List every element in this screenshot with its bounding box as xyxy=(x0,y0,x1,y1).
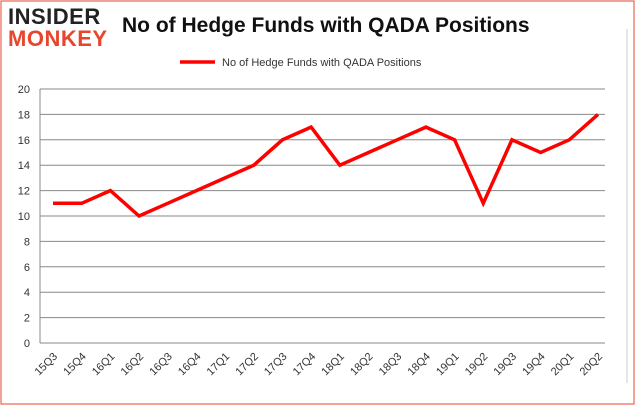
logo-line2: MONKEY xyxy=(8,26,108,51)
x-tick-label: 18Q1 xyxy=(319,351,347,379)
x-tick-label: 18Q3 xyxy=(377,351,405,379)
y-tick-label: 16 xyxy=(18,135,30,147)
x-tick-label: 16Q1 xyxy=(90,351,118,379)
x-tick-label: 16Q3 xyxy=(147,351,175,379)
x-tick-label: 17Q3 xyxy=(262,351,290,379)
y-tick-label: 6 xyxy=(24,262,30,274)
chart-title: No of Hedge Funds with QADA Positions xyxy=(122,14,530,37)
x-tick-label: 19Q1 xyxy=(434,351,462,379)
x-tick-label: 17Q2 xyxy=(233,351,261,379)
x-tick-label: 16Q4 xyxy=(176,351,204,379)
x-tick-label: 16Q2 xyxy=(119,351,147,379)
x-tick-label: 17Q4 xyxy=(291,351,319,379)
x-tick-label: 20Q2 xyxy=(578,351,606,379)
x-tick-label: 19Q4 xyxy=(520,351,548,379)
y-tick-label: 8 xyxy=(24,236,30,248)
y-tick-label: 2 xyxy=(24,313,30,325)
y-tick-label: 10 xyxy=(18,211,30,223)
y-tick-label: 12 xyxy=(18,186,30,198)
x-tick-label: 17Q1 xyxy=(205,351,233,379)
x-tick-label: 15Q4 xyxy=(61,351,89,379)
x-tick-label: 18Q4 xyxy=(405,351,433,379)
y-tick-label: 18 xyxy=(18,109,30,121)
x-tick-label: 18Q2 xyxy=(348,351,376,379)
x-tick-label: 20Q1 xyxy=(549,351,577,379)
y-tick-label: 0 xyxy=(24,338,30,350)
y-tick-label: 4 xyxy=(24,287,30,299)
y-tick-label: 20 xyxy=(18,84,30,96)
y-tick-label: 14 xyxy=(18,160,30,172)
legend-label: No of Hedge Funds with QADA Positions xyxy=(222,57,422,69)
insider-monkey-logo: INSIDER MONKEY xyxy=(8,6,108,50)
series-line xyxy=(53,113,600,219)
x-tick-label: 19Q2 xyxy=(463,351,491,379)
logo-line1: INSIDER xyxy=(8,4,101,29)
x-tick-label: 19Q3 xyxy=(492,351,520,379)
x-tick-label: 15Q3 xyxy=(33,351,61,379)
